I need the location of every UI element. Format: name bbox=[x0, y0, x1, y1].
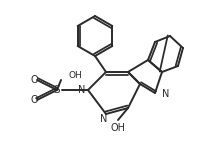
Text: N: N bbox=[162, 89, 169, 99]
Text: S: S bbox=[54, 85, 60, 95]
Text: O: O bbox=[30, 75, 38, 85]
Text: N: N bbox=[100, 114, 108, 124]
Text: OH: OH bbox=[111, 123, 126, 133]
Text: N: N bbox=[78, 85, 85, 95]
Text: O: O bbox=[30, 95, 38, 105]
Text: OH: OH bbox=[68, 70, 82, 80]
